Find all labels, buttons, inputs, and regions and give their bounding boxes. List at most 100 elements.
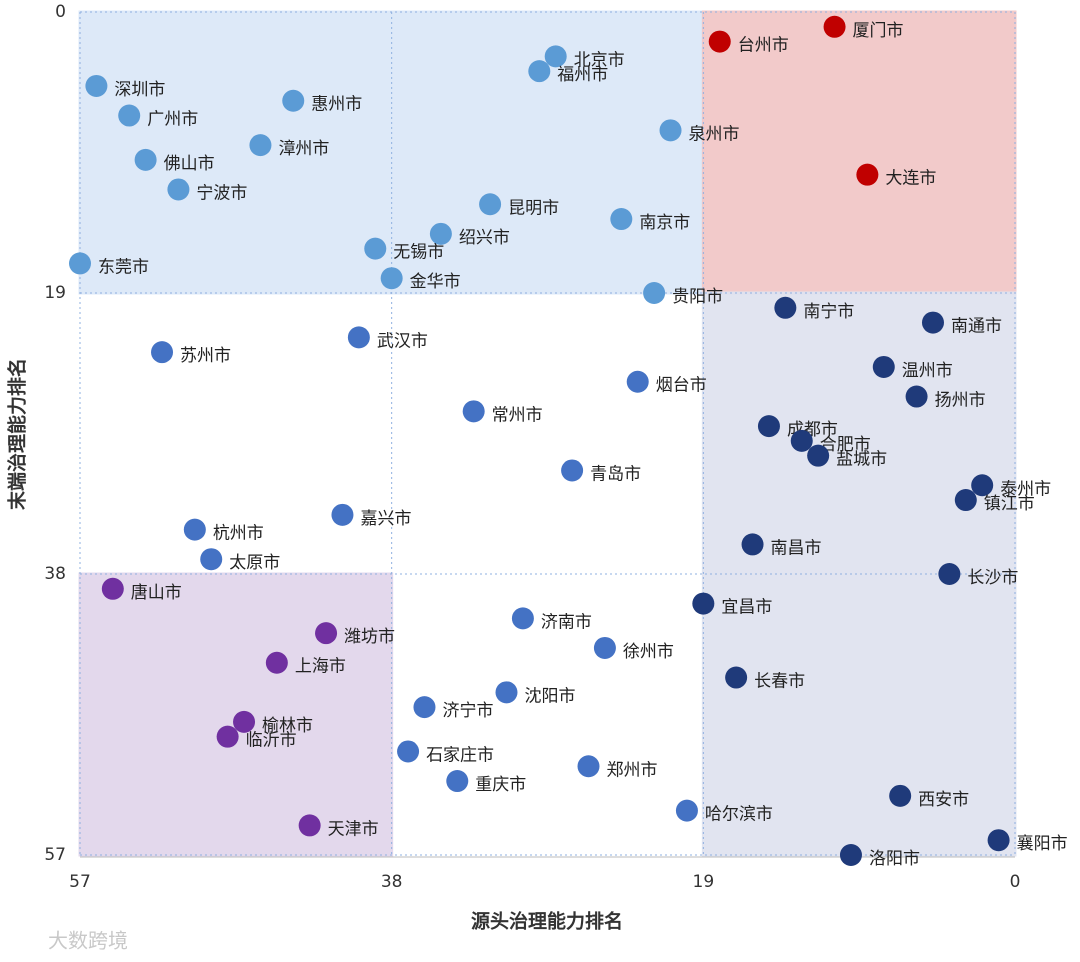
point-label: 武汉市 [377,331,428,351]
point [954,489,977,512]
point-label: 烟台市 [656,376,707,396]
x-tick-label: 0 [1010,872,1021,892]
point [725,666,748,689]
point [675,799,698,822]
y-tick-label: 38 [44,564,66,584]
point [479,193,502,216]
point-label: 重庆市 [475,775,526,795]
point-label: 襄阳市 [1017,833,1068,854]
point [85,74,108,97]
point [495,681,518,704]
y-tick-label: 19 [44,283,66,303]
point-label: 扬州市 [935,391,986,411]
point [429,222,452,245]
point-label: 潍坊市 [344,627,395,647]
point [774,296,797,319]
point-label: 常州市 [492,405,543,425]
point [315,622,338,645]
point-label: 宁波市 [196,183,247,203]
point [134,148,157,171]
point [69,252,91,275]
point-label: 广州市 [147,110,198,130]
point-label: 镇江市 [984,494,1035,514]
point [511,607,534,630]
point [101,577,124,600]
point [987,829,1010,852]
point [331,503,354,526]
point-label: 青岛市 [590,464,641,484]
point-label: 漳州市 [278,139,329,159]
point [413,696,436,719]
point [839,844,862,866]
x-tick-label: 19 [693,872,715,892]
point-label: 长沙市 [967,568,1018,588]
point [462,400,485,423]
point [856,163,879,186]
point [872,355,895,378]
x-tick-label: 57 [69,872,91,892]
point [971,474,994,497]
point [397,740,420,763]
point-label: 苏州市 [180,346,231,366]
point-label: 南通市 [951,317,1002,337]
point [577,755,600,778]
point-label: 合肥市 [820,435,871,455]
point-label: 嘉兴市 [360,509,411,529]
point [561,459,584,482]
point [183,518,206,541]
point [528,60,551,83]
point-label: 天津市 [328,819,379,839]
x-tick-label: 38 [381,872,403,892]
point [265,651,288,674]
point-label: 佛山市 [164,154,215,174]
point-label: 榆林市 [262,716,313,736]
point-label: 唐山市 [131,582,182,603]
point [741,533,764,556]
shaded-region [78,572,394,857]
point-label: 福州市 [557,65,608,85]
point-label: 郑州市 [607,760,658,780]
point [233,710,256,733]
point [298,814,321,837]
point [938,563,961,585]
point [200,548,223,571]
point [380,267,403,290]
point [921,311,944,334]
point-label: 哈尔滨市 [705,805,773,825]
point-label: 厦门市 [853,21,904,41]
point [659,119,682,142]
point-label: 南京市 [639,213,690,233]
point [643,282,666,304]
point [610,208,633,231]
point [282,89,305,112]
y-tick-label: 57 [44,845,66,865]
x-axis-title: 源头治理能力排名 [471,910,623,933]
point-label: 西安市 [918,790,969,810]
point [364,237,387,260]
point-label: 昆明市 [508,198,559,218]
point-label: 北京市 [574,50,625,70]
point-label: 宜昌市 [721,598,772,618]
point-label: 济南市 [541,612,592,632]
point-label: 沈阳市 [524,686,575,706]
point [216,725,239,748]
watermark: 大数跨境 [48,929,128,953]
point [626,370,649,393]
point-label: 临沂市 [246,731,297,751]
point-label: 泉州市 [689,124,740,144]
point [692,592,715,615]
point-label: 贵阳市 [672,287,723,307]
point-label: 大连市 [885,169,936,189]
point [167,178,190,201]
point [151,341,174,364]
point-label: 长春市 [754,672,805,692]
point [249,134,272,157]
point [905,385,928,408]
y-axis-title: 末端治理能力排名 [6,358,29,510]
point [118,104,141,127]
point-label: 温州市 [902,361,953,381]
point [757,415,780,438]
point-label: 洛阳市 [869,849,920,869]
point-label: 南昌市 [771,538,822,558]
